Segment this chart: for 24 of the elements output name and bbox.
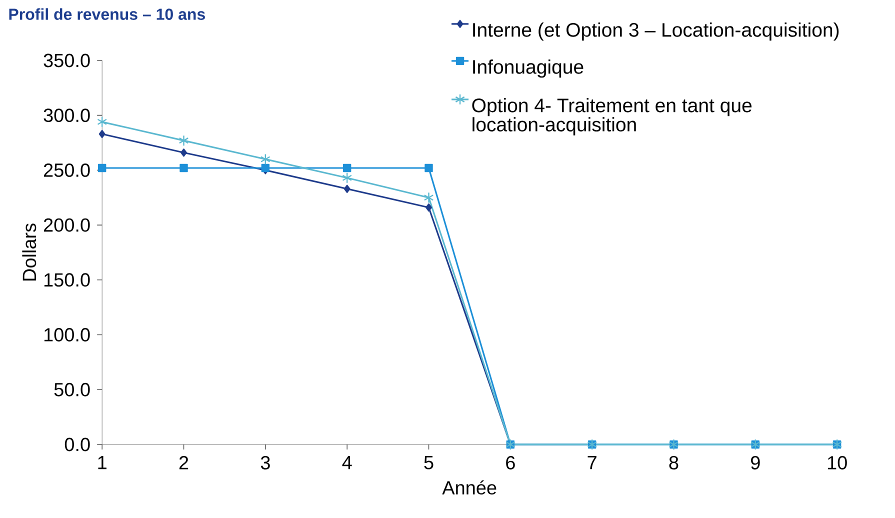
legend-label: Interne (et Option 3 – Location-acquisition) <box>473 22 839 41</box>
x-tick-label: 4 <box>342 456 352 470</box>
x-tick-label: 10 <box>828 456 847 470</box>
x-axis-title: Année <box>442 480 496 494</box>
y-tick-label: 50.0 <box>54 382 90 396</box>
y-axis-title: Dollars <box>22 224 36 280</box>
x-tick-label: 2 <box>179 456 188 470</box>
x-tick-label: 1 <box>98 456 106 470</box>
x-tick-label: 6 <box>506 456 515 470</box>
x-tick-label: 3 <box>260 456 270 470</box>
x-tick-label: 7 <box>588 456 596 470</box>
legend-label: Infonuagique <box>473 60 584 78</box>
chart-title: Profil de revenus – 10 ans <box>9 8 205 20</box>
y-tick-label: 150.0 <box>44 273 90 287</box>
x-tick-label: 8 <box>669 456 678 470</box>
y-tick-label: 350.0 <box>44 54 90 68</box>
legend-label: Option 4- Traitement en tant que location-acquisition <box>472 98 752 136</box>
x-tick-label: 9 <box>751 456 760 470</box>
x-tick-label: 5 <box>424 456 434 470</box>
y-tick-label: 300.0 <box>44 108 90 122</box>
y-tick-label: 100.0 <box>44 328 90 342</box>
y-tick-label: 200.0 <box>44 218 90 232</box>
y-tick-label: 250.0 <box>44 163 90 177</box>
y-tick-label: 0.0 <box>64 438 90 452</box>
